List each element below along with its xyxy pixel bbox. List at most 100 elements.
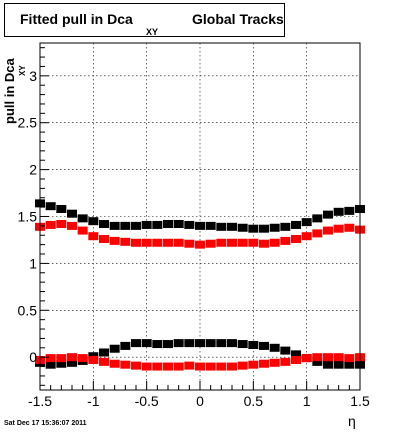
series-0-point [248,224,259,233]
x-tick-label: 0.5 [244,393,264,409]
series-2-point [269,343,280,352]
series-0-point [77,214,88,223]
x-tick-label: 1 [303,393,311,409]
series-3-point [205,362,216,371]
series-1-point [77,226,88,235]
y-axis-label-group: pull in Dca XY [2,54,28,134]
series-2-point [67,358,77,367]
series-3-point [163,362,173,371]
series-1-point [173,238,184,247]
series-1-point [131,238,141,247]
series-1-point [248,238,259,247]
series-1-point [120,237,131,246]
series-0-point [280,222,291,231]
series-3-point [99,357,109,366]
series-3-point [269,358,280,367]
series-1-point [269,238,280,247]
series-2-point [109,344,120,353]
series-3-point [67,353,77,362]
series-0-point [344,206,355,215]
series-3-point [109,359,120,368]
axes [39,42,361,391]
series-1-point [216,238,227,247]
series-2-point [141,339,152,348]
series-3-point [248,360,259,369]
chart-title-suffix: Global Tracks [192,11,284,27]
series-1-point [237,238,248,247]
series-0-point [269,223,280,232]
series-2-point [131,339,141,348]
series-2-point [312,357,323,366]
series-0-point [216,222,227,231]
series-2-point [99,348,109,357]
series-0-point [131,221,141,230]
tick-labels: -1.5 -1 -0.5 0 0.5 1 1.5 0 0.5 1 1.5 2 2.5 3 [18,68,370,409]
series-3-point [88,355,99,364]
series-1-point [195,240,205,249]
series-2-point [280,346,291,355]
y-tick-label: 2 [29,162,37,178]
series-3-point [173,362,184,371]
x-axis-label: η [348,413,356,429]
series-2-point [163,340,173,349]
series-3-point [45,354,56,363]
series-3-point [259,359,269,368]
series-3-point [323,353,333,362]
series-3-point [291,355,301,364]
series-1-point [259,239,269,248]
series-3-point [184,361,195,370]
series-3-point [333,353,344,362]
y-tick-label: 0 [29,349,37,365]
series-3-point [227,362,237,371]
series-1-point [344,223,355,232]
series-2-point [56,359,67,368]
series-0-point [120,221,131,230]
series-0-point [173,220,184,228]
series-0-point [184,220,195,229]
x-tick-label: 1.5 [350,393,370,409]
series-2-point [152,340,163,349]
y-axis-label-subscript: XY [18,65,27,76]
grid-lines [39,43,361,390]
series-1-point [291,235,301,244]
series-3-point [301,354,312,363]
series-3-point [195,362,205,371]
series-1-point [88,232,99,241]
series-1-point [227,238,237,247]
series-1-point [184,239,195,248]
series-0-point [67,209,77,218]
series-0-point [259,224,269,233]
y-tick-label: 1 [29,255,37,271]
series-1-point [152,238,163,247]
x-tick-label: -1 [87,393,100,409]
series-3-point [131,361,141,370]
y-tick-label: 2.5 [18,115,38,131]
series-2-point [323,360,333,369]
chart-title-box: Fitted pull in Dca XY Global Tracks [4,3,285,37]
y-tick-label: 0.5 [18,302,38,318]
series-0-point [291,220,301,229]
series-3-point [120,360,131,369]
series-0-point [301,218,312,227]
series-0-point [56,205,67,213]
series-2-point [120,341,131,350]
series-2-point [333,360,344,369]
series-2-point [216,339,227,348]
series-0-point [205,221,216,230]
series-1-point [99,235,109,244]
series-1-point [56,220,67,228]
series-3-point [56,354,67,363]
series-1-point [205,239,216,248]
series-3-point [312,353,323,362]
series-0-point [227,222,237,231]
series-1-point [301,232,312,241]
series-0-point [323,210,333,219]
series-0-point [195,221,205,230]
x-tick-label: -1.5 [28,393,52,409]
series-1-point [323,226,333,235]
series-0-point [88,217,99,226]
chart-title: Fitted pull in Dca [20,11,133,27]
series-2-point [45,360,56,369]
series-3-point [237,361,248,370]
